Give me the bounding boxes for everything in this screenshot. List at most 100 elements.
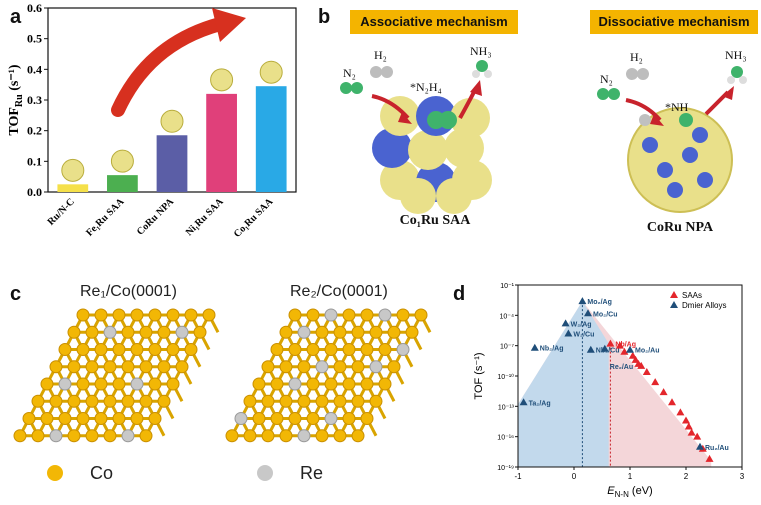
- co-atom: [306, 308, 320, 322]
- dimer-point: [561, 319, 570, 327]
- legend-label: SAAs: [682, 291, 702, 300]
- re-atom: [396, 343, 410, 356]
- legend-co-atom: [47, 465, 63, 481]
- co-atom: [166, 343, 180, 356]
- co-atom: [342, 308, 356, 322]
- co-atom: [58, 412, 72, 425]
- dimer-region: [518, 301, 609, 467]
- co-atom: [279, 394, 293, 408]
- co-atom: [130, 343, 144, 356]
- y-tick-label: 0.2: [27, 124, 42, 138]
- co-atom: [202, 308, 216, 322]
- saa-point: [705, 454, 714, 462]
- cluster-icon: [61, 158, 85, 182]
- co-atom: [252, 412, 266, 425]
- y-tick-label: 10⁻⁴: [500, 313, 515, 320]
- coru-npa-cluster: [627, 107, 733, 213]
- point-annotation: Mo₂/Cu: [593, 311, 618, 318]
- dimer-point: [600, 344, 609, 352]
- saa-point: [682, 416, 690, 424]
- dimer-point: [586, 345, 595, 353]
- re-atom: [324, 308, 338, 322]
- dimer-point: [564, 329, 573, 337]
- tof-scatter-chart: -1 0 1 2 3 10⁻¹ 10⁻⁴ 10⁻⁷ 10⁻¹⁰ 10⁻¹³ 10⁻¹⁶ 10⁻¹⁹ EN…: [473, 283, 745, 499]
- co-atom: [121, 325, 135, 339]
- point-annotation: W₂/Ag: [571, 321, 592, 328]
- panel-label-d: d: [453, 283, 466, 305]
- panel-label-c: c: [10, 283, 22, 305]
- saa-point: [676, 408, 685, 416]
- point-annotation: Nb₂/Cu: [596, 348, 620, 355]
- co-atom: [67, 429, 81, 443]
- x-tick-label: 3: [740, 472, 745, 481]
- co-atom: [148, 308, 162, 322]
- y-tick-label: 0.0: [27, 185, 42, 199]
- co-atom: [166, 377, 180, 391]
- point-annotation: Ru₂/Au: [705, 445, 729, 452]
- co-atom: [297, 360, 311, 374]
- bar: [107, 175, 138, 192]
- saa-point: [637, 361, 646, 369]
- co-atom: [157, 394, 171, 408]
- co-atom: [315, 394, 329, 408]
- co-atom: [306, 412, 320, 425]
- co-atom: [184, 308, 198, 322]
- co-atom: [270, 343, 284, 356]
- co-atom: [112, 343, 126, 356]
- re-atom: [369, 360, 383, 374]
- y-axis-label: TOFRu (s⁻¹): [7, 64, 25, 136]
- co-atom: [49, 394, 63, 408]
- point-annotation: Nb/Ag: [615, 342, 636, 349]
- n2-label-right: N₂: [600, 72, 613, 86]
- co-atom: [351, 429, 365, 443]
- co-atom: [112, 308, 126, 322]
- co-atom: [148, 412, 162, 425]
- co-atom: [261, 360, 275, 374]
- co-atom: [121, 394, 135, 408]
- x-tick-label: 1: [628, 472, 633, 481]
- co-atom: [261, 394, 275, 408]
- panel-label-a: a: [10, 6, 22, 28]
- co-atom: [360, 377, 374, 391]
- co-atom: [85, 325, 99, 339]
- cluster-icon: [210, 68, 234, 92]
- cluster-icon: [160, 109, 184, 133]
- x-tick-label: 2: [684, 472, 689, 481]
- saa-point: [628, 351, 637, 359]
- co-atom: [306, 377, 320, 391]
- nh-label: *NH: [665, 100, 689, 114]
- y-tick-label: 0.5: [27, 32, 42, 46]
- co-atom: [351, 360, 365, 374]
- co-atom: [67, 325, 81, 339]
- co-atom: [76, 377, 90, 391]
- h2-molecule-left: [370, 66, 393, 78]
- co-atom: [405, 325, 419, 339]
- point-annotation: Nb₂/Ag: [540, 346, 564, 353]
- co-atom: [360, 343, 374, 356]
- nh3-label-left: NH₃: [470, 44, 492, 58]
- lattice-illustration: [13, 308, 432, 443]
- y-tick-label: 10⁻¹: [500, 283, 514, 290]
- n2-molecule-right: [597, 88, 620, 100]
- re-atom: [121, 429, 135, 443]
- co-atom: [13, 429, 27, 443]
- co-atom: [148, 343, 162, 356]
- co-atom: [58, 343, 72, 356]
- cluster-icon: [259, 60, 283, 84]
- co-atom: [139, 360, 153, 374]
- re2-co-title: Re₂/Co(0001): [290, 283, 388, 300]
- co-atom: [261, 429, 275, 443]
- co-atom: [40, 377, 54, 391]
- bar: [255, 86, 287, 192]
- point-annotation: Mo₂/Ag: [587, 299, 612, 306]
- co-atom: [175, 360, 189, 374]
- saa-point: [693, 432, 702, 440]
- co-atom: [315, 429, 329, 443]
- dimer-point: [696, 442, 704, 450]
- co-atom: [31, 394, 45, 408]
- co-atom: [94, 412, 108, 425]
- re-atom: [130, 377, 144, 391]
- co-atom: [342, 343, 356, 356]
- co-atom: [67, 360, 81, 374]
